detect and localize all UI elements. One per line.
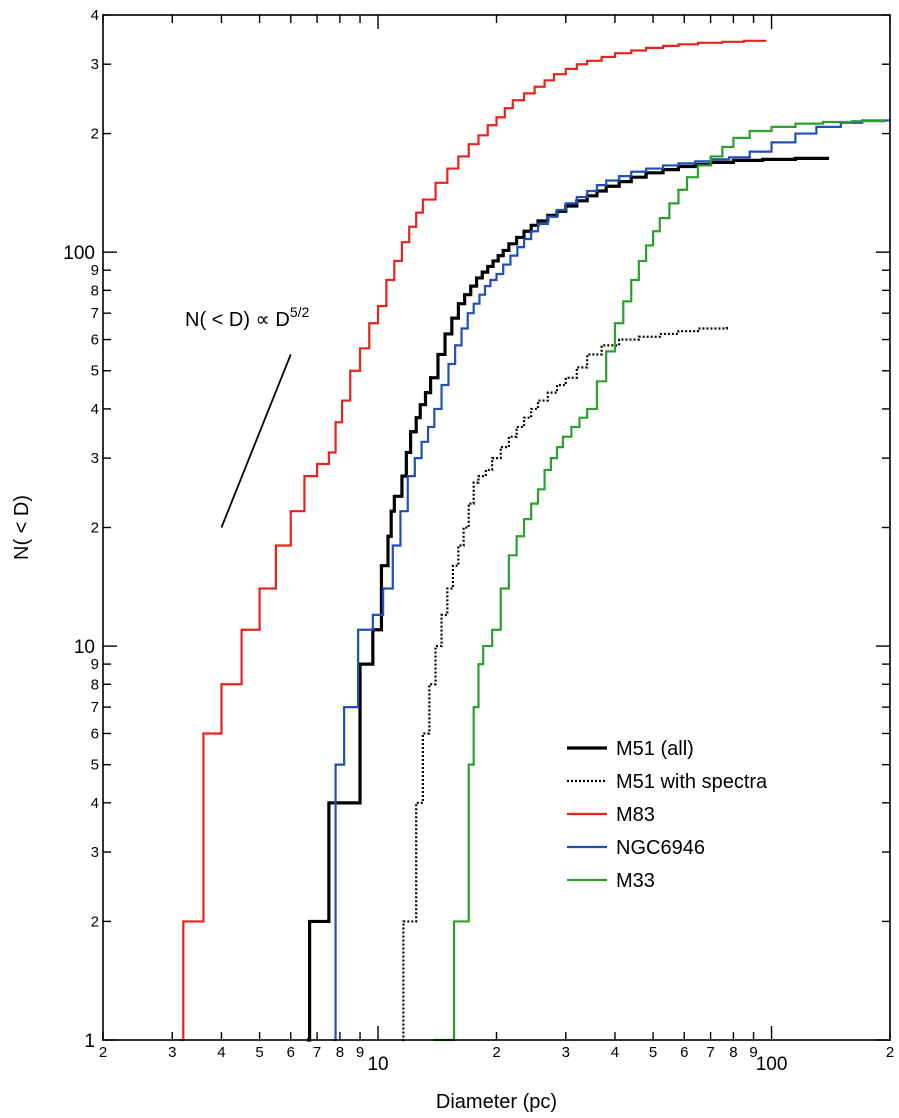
- x-tick-label: 2: [886, 1044, 894, 1061]
- x-tick-label: 6: [287, 1044, 295, 1061]
- y-tick-label: 7: [91, 699, 99, 716]
- x-axis-title: Diameter (pc): [436, 1091, 557, 1113]
- x-tick-label: 2: [492, 1044, 500, 1061]
- slope-annotation-exponent: 5/2: [290, 304, 310, 320]
- y-tick-label: 8: [91, 676, 99, 693]
- legend-label: M51 with spectra: [616, 771, 768, 793]
- y-axis-title: N( < D): [11, 495, 33, 560]
- legend-label: M33: [616, 870, 655, 892]
- y-tick-label: 100: [63, 243, 95, 264]
- x-tick-label: 7: [706, 1044, 714, 1061]
- y-tick-label: 3: [91, 56, 99, 73]
- x-tick-label: 5: [649, 1044, 657, 1061]
- y-tick-label: 3: [91, 844, 99, 861]
- y-tick-label: 9: [91, 262, 99, 279]
- x-tick-label: 100: [756, 1054, 788, 1075]
- x-tick-label: 3: [562, 1044, 570, 1061]
- x-tick-label: 6: [680, 1044, 688, 1061]
- x-tick-label: 4: [217, 1044, 225, 1061]
- x-tick-label: 8: [729, 1044, 737, 1061]
- y-tick-label: 4: [91, 7, 99, 24]
- y-tick-label: 3: [91, 450, 99, 467]
- y-tick-label: 5: [91, 363, 99, 380]
- x-tick-label: 9: [356, 1044, 364, 1061]
- x-tick-label: 10: [367, 1054, 388, 1075]
- y-tick-label: 1: [84, 1031, 95, 1052]
- y-tick-label: 2: [91, 126, 99, 143]
- slope-annotation-main: N( < D) ∝ D: [185, 309, 290, 331]
- x-tick-label: 3: [168, 1044, 176, 1061]
- x-tick-label: 8: [336, 1044, 344, 1061]
- y-tick-label: 2: [91, 520, 99, 537]
- y-tick-label: 10: [74, 637, 95, 658]
- y-tick-label: 6: [91, 725, 99, 742]
- y-tick-label: 8: [91, 282, 99, 299]
- y-tick-label: 5: [91, 757, 99, 774]
- legend-label: M51 (all): [616, 738, 694, 760]
- x-tick-label: 4: [611, 1044, 619, 1061]
- y-tick-label: 2: [91, 913, 99, 930]
- y-tick-label: 7: [91, 305, 99, 322]
- y-tick-label: 6: [91, 332, 99, 349]
- y-tick-label: 4: [91, 401, 99, 418]
- x-tick-label: 5: [255, 1044, 263, 1061]
- y-tick-label: 9: [91, 656, 99, 673]
- y-tick-label: 4: [91, 795, 99, 812]
- x-tick-label: 2: [99, 1044, 107, 1061]
- legend-label: NGC6946: [616, 837, 705, 859]
- legend-label: M83: [616, 804, 655, 826]
- x-tick-label: 7: [313, 1044, 321, 1061]
